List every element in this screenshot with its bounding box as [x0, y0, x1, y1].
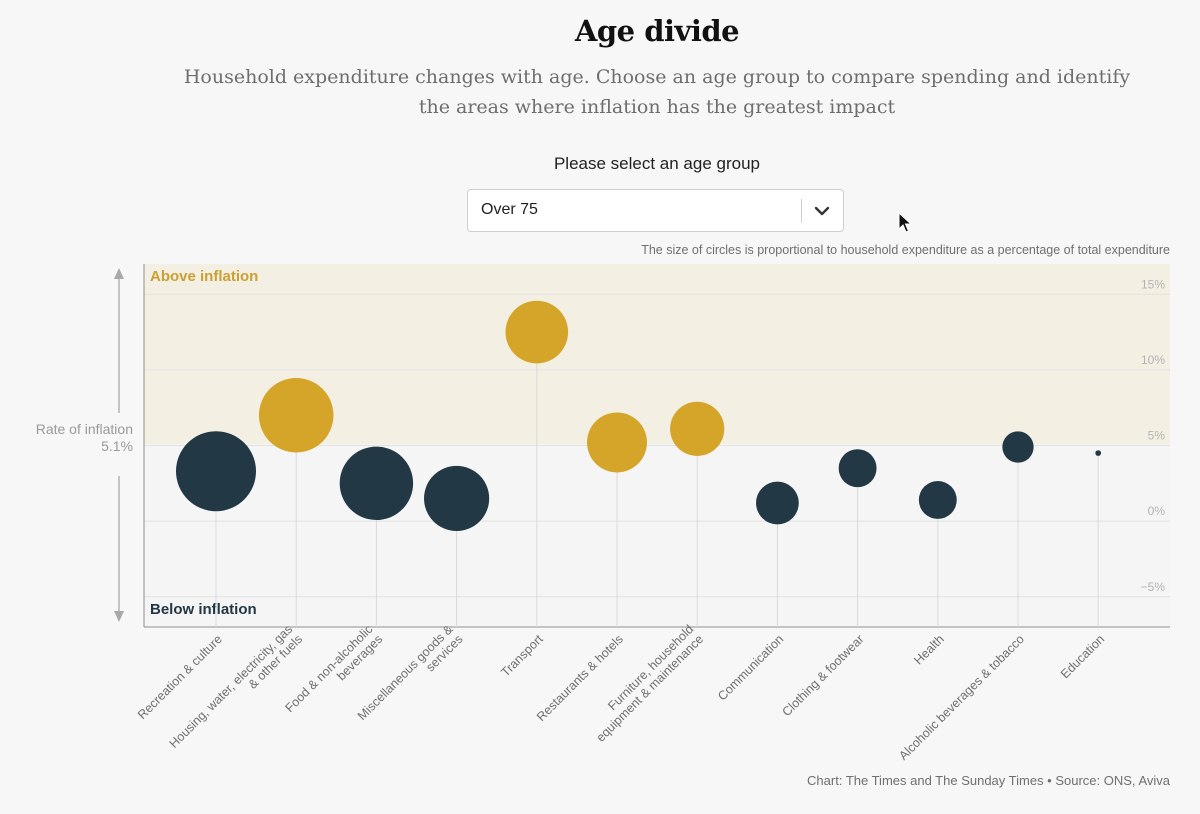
- rate-of-inflation-title: Rate of inflation: [35, 420, 133, 437]
- age-select-label: Please select an age group: [553, 154, 761, 173]
- bubble-11: [1095, 450, 1102, 456]
- x-tick-label-line: Communication: [715, 632, 786, 703]
- chevron-down-icon[interactable]: [811, 200, 833, 222]
- x-tick-label-line: Housing, water, electricity, gas: [167, 622, 296, 751]
- x-tick-label-8: Clothing & footwear: [780, 632, 867, 719]
- x-tick-label-7: Communication: [715, 632, 786, 703]
- bubble-3: [424, 465, 490, 532]
- bubble-8: [838, 449, 877, 488]
- rate-of-inflation-label: Rate of inflation 5.1%: [0, 421, 133, 455]
- bubble-7: [756, 481, 799, 525]
- above-inflation-label: Above inflation: [150, 268, 258, 285]
- x-tick-label-line: Alcoholic beverages & tobacco: [896, 632, 1027, 763]
- page-title: Age divide: [574, 14, 740, 48]
- below-inflation-label: Below inflation: [150, 601, 257, 618]
- x-tick-label-11: Education: [1058, 632, 1107, 681]
- x-tick-label-9: Health: [911, 632, 946, 667]
- x-tick-label-1: Housing, water, electricity, gas& other …: [167, 622, 306, 751]
- select-divider: [801, 199, 802, 223]
- bubble-1: [258, 377, 334, 453]
- x-tick-label-line: Education: [1058, 632, 1107, 681]
- x-tick-label-4: Transport: [498, 632, 546, 680]
- bubble-0: [176, 431, 256, 512]
- x-tick-label-line: Health: [911, 632, 946, 667]
- x-tick-label-line: Transport: [498, 632, 546, 680]
- y-tick-label: −5%: [1141, 580, 1166, 594]
- y-tick-label: 10%: [1141, 353, 1165, 367]
- page-subtitle: Household expenditure changes with age. …: [183, 66, 1131, 118]
- bubble-9: [918, 480, 957, 519]
- age-group-select[interactable]: Over 75: [467, 189, 844, 232]
- rate-of-inflation-value: 5.1%: [101, 437, 133, 454]
- x-tick-label-line: Clothing & footwear: [780, 632, 867, 719]
- y-tick-label: 5%: [1148, 429, 1166, 443]
- mouse-pointer-icon: [898, 212, 912, 233]
- y-tick-label: 15%: [1141, 277, 1165, 291]
- age-group-select-value: Over 75: [481, 201, 538, 218]
- chart-source: Chart: The Times and The Sunday Times • …: [807, 773, 1170, 788]
- bubble-5: [587, 412, 647, 473]
- x-tick-label-10: Alcoholic beverages & tobacco: [896, 632, 1027, 763]
- bubble-10: [1002, 431, 1034, 463]
- down-arrow-icon: [114, 611, 124, 622]
- below-inflation-band: [144, 443, 1170, 627]
- up-arrow-icon: [114, 268, 124, 279]
- circle-size-note: The size of circles is proportional to h…: [641, 243, 1170, 257]
- bubble-4: [505, 300, 569, 364]
- bubble-2: [339, 446, 414, 521]
- bubble-6: [670, 401, 725, 456]
- y-tick-label: 0%: [1148, 504, 1166, 518]
